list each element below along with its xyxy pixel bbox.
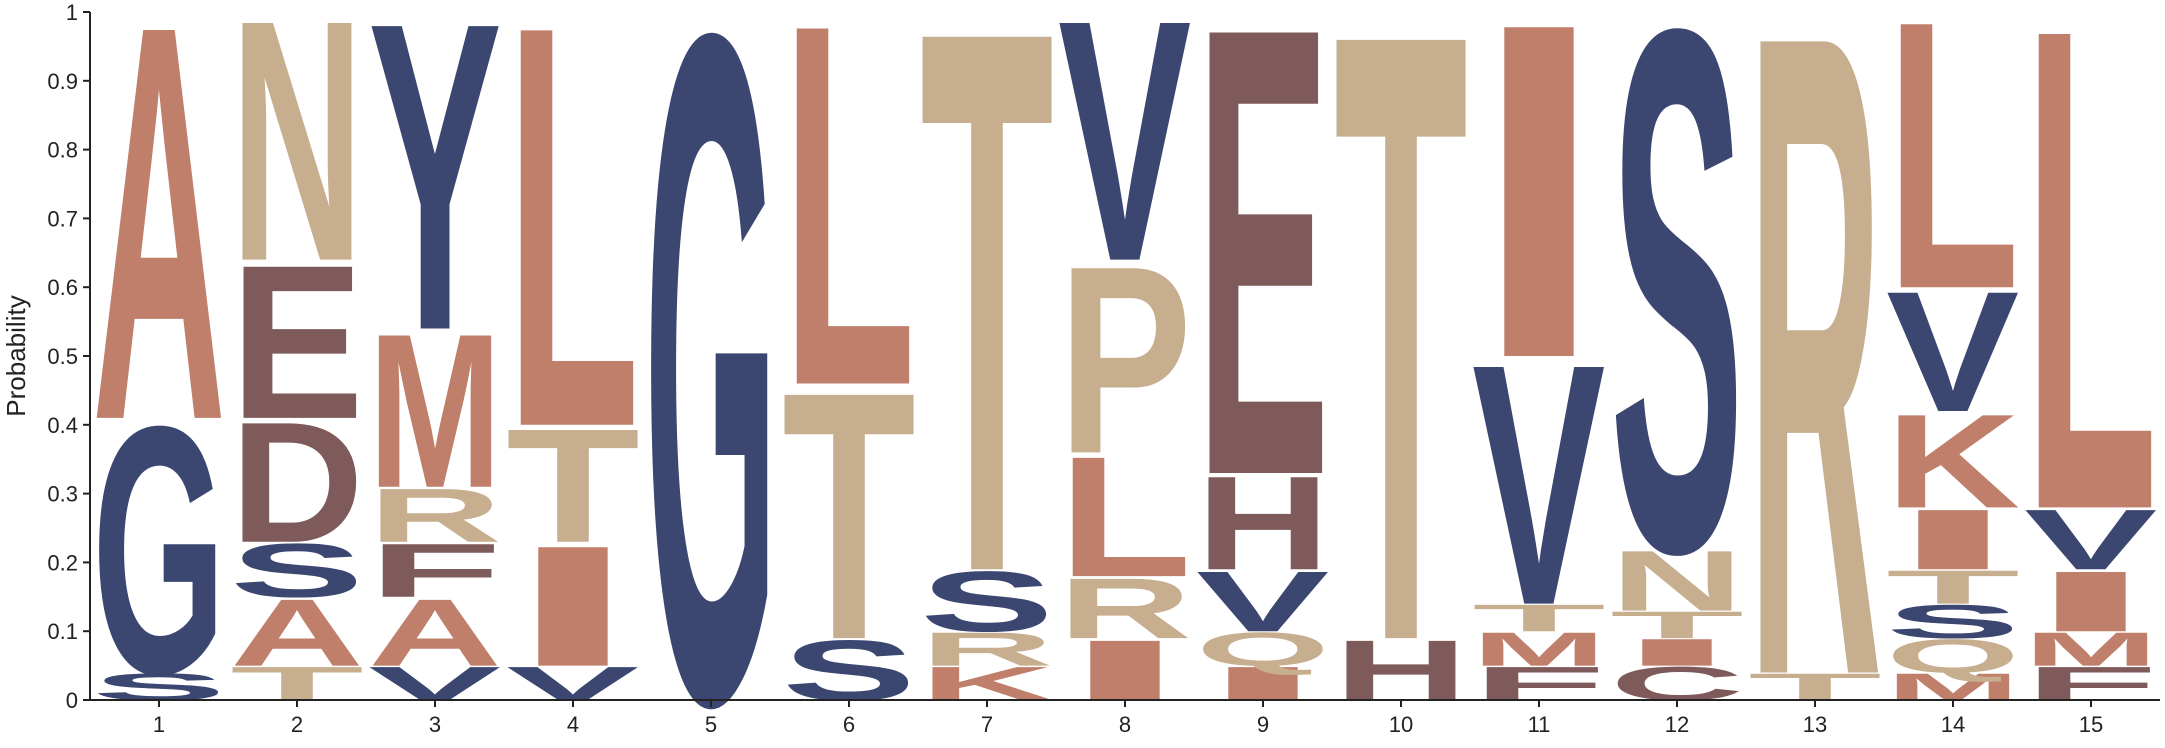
y-tick-label: 0 [66, 688, 78, 713]
x-tick-label: 5 [705, 712, 717, 737]
logo-letter-pos13-R: R [1748, 0, 1882, 748]
logo-letter-pos15-L: L [2024, 0, 2158, 654]
x-tick-label: 11 [1528, 712, 1551, 737]
x-tick-label: 6 [843, 712, 855, 737]
logo-letter-pos1-G: G [92, 352, 226, 747]
logo-letter-pos14-K: K [1886, 387, 2020, 536]
y-tick-label: 1 [66, 0, 78, 25]
y-tick-label: 0.8 [47, 138, 78, 163]
logo-letter-pos4-I: I [506, 510, 640, 702]
logo-letter-pos14-S: S [1886, 595, 2020, 648]
x-tick-label: 13 [1803, 712, 1827, 737]
x-tick-label: 7 [981, 712, 993, 737]
logo-letter-pos8-R: R [1058, 560, 1192, 656]
logo-letter-pos2-N: N [230, 0, 364, 333]
y-tick-label: 0.1 [47, 619, 78, 644]
logo-letter-pos9-E: E [1196, 0, 1330, 609]
logo-letter-pos7-S: S [920, 553, 1054, 649]
x-tick-label: 8 [1119, 712, 1131, 737]
logo-letter-pos12-N: N [1610, 533, 1744, 629]
y-tick-label: 0.4 [47, 413, 78, 438]
logo-letter-pos3-Y: Y [368, 0, 502, 422]
y-axis-title: Probability [1, 295, 31, 416]
logo-letter-pos11-V: V [1472, 292, 1606, 677]
x-tick-label: 4 [567, 712, 579, 737]
logo-letter-pos15-M: M [2024, 623, 2158, 676]
logo-letter-pos1-A: A [92, 0, 226, 537]
logo-letter-pos8-L: L [1058, 421, 1192, 613]
y-tick-label: 0.9 [47, 69, 78, 94]
logo-letter-pos10-T: T [1334, 0, 1468, 748]
logo-letter-pos3-F: F [368, 527, 502, 613]
logo-letter-pos9-V: V [1196, 553, 1329, 649]
logo-letter-pos12-T: T [1610, 604, 1744, 647]
logo-letter-pos14-V: V [1886, 255, 2019, 448]
logo-letter-pos6-L: L [782, 0, 916, 494]
logo-letter-pos14-I: I [1886, 492, 2020, 588]
logo-letter-pos11-T: T [1472, 597, 1606, 640]
x-tick-label: 2 [291, 712, 303, 737]
y-tick-label: 0.7 [47, 206, 78, 231]
y-tick-label: 0.6 [47, 275, 78, 300]
logo-letter-pos2-S: S [230, 528, 364, 613]
logo-letter-pos8-V: V [1058, 0, 1192, 333]
y-tick-label: 0.5 [47, 344, 78, 369]
logo-letter-pos4-L: L [506, 0, 640, 546]
logo-letter-pos9-H: H [1196, 449, 1330, 598]
logo-letter-pos5-G: G [644, 0, 778, 748]
x-tick-label: 9 [1257, 712, 1269, 737]
logo-letter-pos8-P: P [1058, 211, 1192, 510]
logo-letter-pos2-A: A [230, 580, 364, 686]
logo-letter-pos7-T: T [920, 0, 1054, 734]
x-tick-label: 10 [1389, 712, 1413, 737]
logo-letter-pos2-D: D [230, 386, 364, 578]
logo-letter-pos12-I: I [1610, 631, 1744, 674]
x-tick-label: 15 [2079, 712, 2103, 737]
logo-letter-pos4-T: T [506, 394, 640, 576]
logo-letter-pos9-Q: Q [1196, 622, 1330, 675]
logo-letter-pos11-I: I [1472, 0, 1606, 458]
y-tick-label: 0.3 [47, 482, 78, 507]
logo-letter-pos3-A: A [368, 580, 502, 686]
logo-letter-pos15-V: V [2024, 492, 2157, 588]
logo-letter-pos14-T: T [1886, 560, 2020, 614]
logo-letter-pos6-T: T [782, 320, 916, 714]
x-tick-label: 3 [429, 712, 441, 737]
y-tick-label: 0.2 [47, 550, 78, 575]
x-tick-label: 12 [1665, 712, 1689, 737]
x-tick-label: 1 [153, 712, 165, 737]
logo-letter-pos15-I: I [2024, 554, 2158, 650]
logo-letter-pos3-M: M [368, 288, 502, 533]
logo-letter-pos12-S: S [1610, 0, 1744, 707]
logo-letter-pos14-Q: Q [1886, 629, 2020, 682]
logo-letter-pos3-R: R [368, 473, 502, 558]
x-ticks: 1 2 3 4 5 6 7 8 9 10 11 12 13 14 15 [153, 700, 2103, 737]
x-tick-label: 14 [1941, 712, 1965, 737]
logo-letter-pos7-R: R [920, 622, 1054, 676]
y-ticks: 0 0.1 0.2 0.3 0.4 0.5 0.6 0.7 0.8 0.9 1 [47, 0, 90, 713]
logo-letter-pos2-E: E [230, 218, 364, 464]
logo-letter-pos14-L: L [1886, 0, 2020, 369]
logo-letter-pos11-M: M [1472, 623, 1606, 676]
